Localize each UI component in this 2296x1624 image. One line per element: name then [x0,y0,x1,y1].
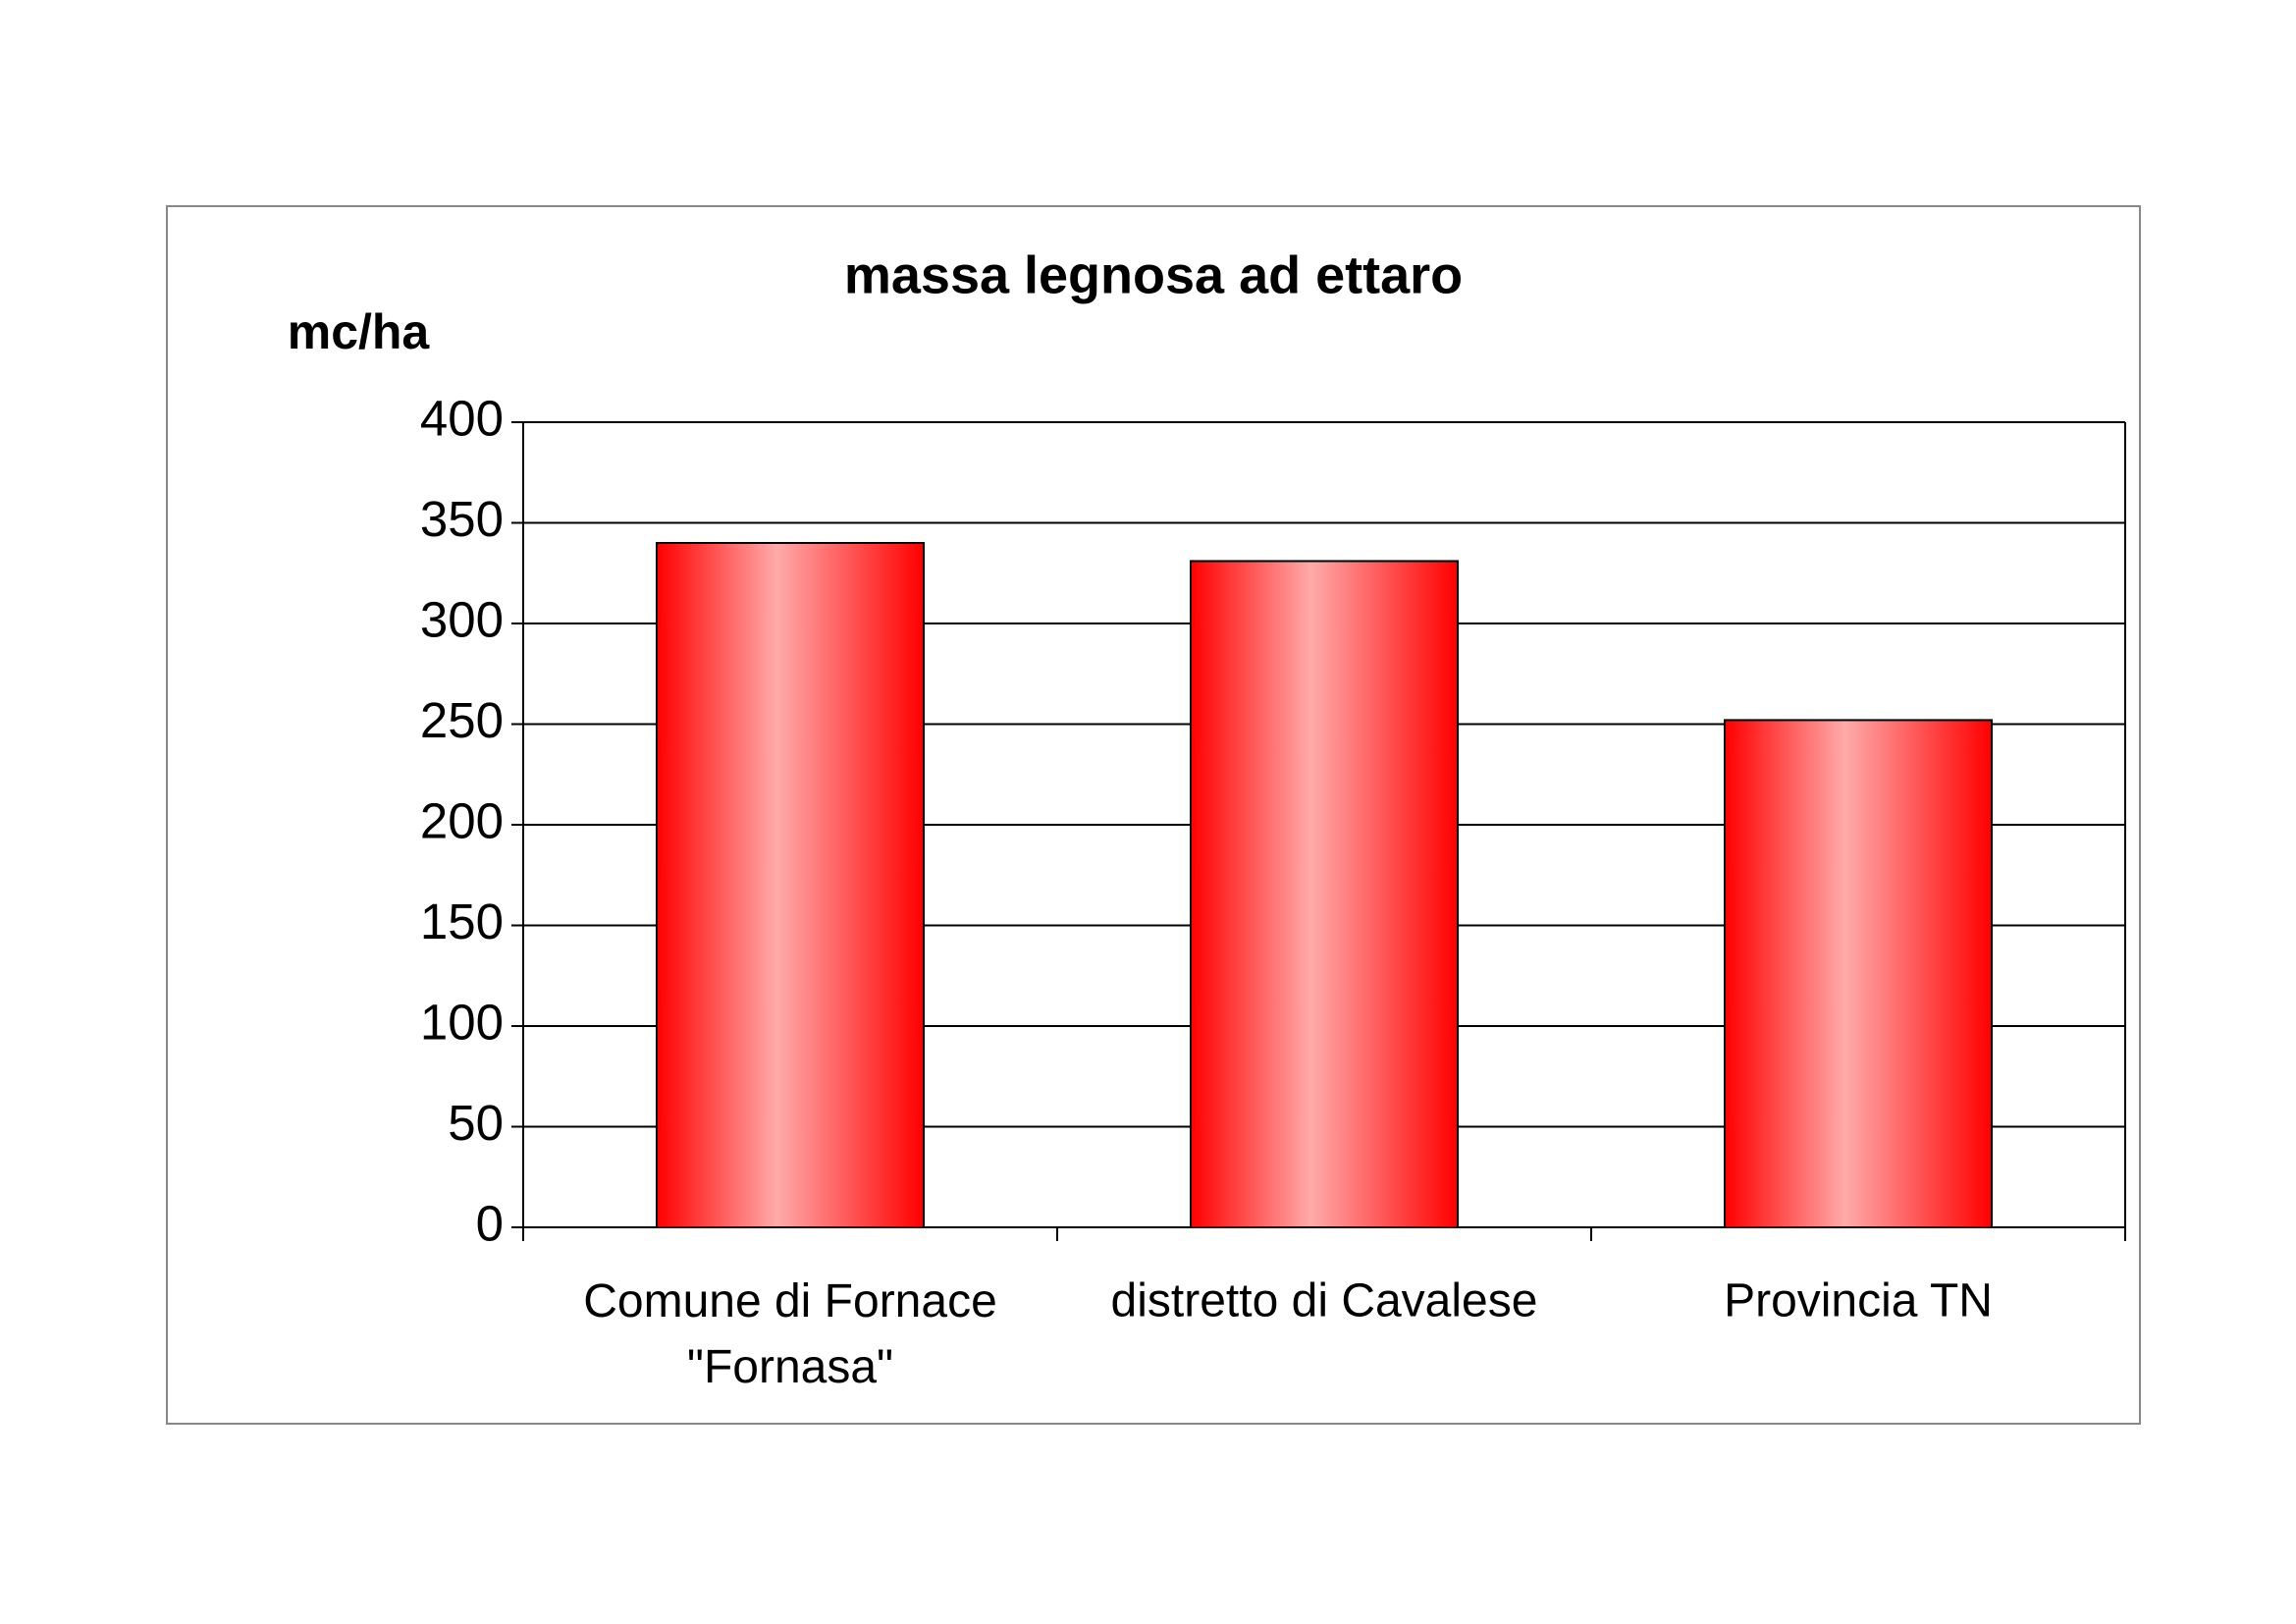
y-tick-label: 350 [420,491,504,547]
chart-title: massa legnosa ad ettaro [844,245,1463,304]
y-axis-label: mc/ha [288,304,431,359]
bar [1724,719,1993,1228]
y-tick-label: 250 [420,692,504,748]
y-tick-label: 50 [448,1095,504,1151]
y-tick-label: 150 [420,893,504,949]
x-tick-label: Comune di Fornace "Fornasa" [583,1275,997,1393]
y-tick-label: 200 [420,792,504,848]
y-tick-label: 0 [476,1195,504,1251]
bar [1190,560,1459,1228]
y-tick-label: 300 [420,591,504,647]
x-tick-label: Provincia TN [1724,1275,1993,1327]
bar [656,542,925,1228]
x-tick-label: distretto di Cavalese [1111,1275,1538,1327]
y-tick-label: 400 [420,390,504,446]
y-tick-label: 100 [420,994,504,1050]
